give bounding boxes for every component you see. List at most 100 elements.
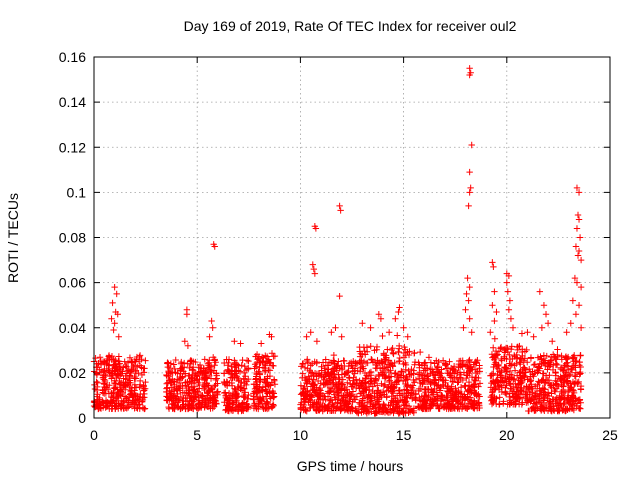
data-point (110, 326, 117, 334)
data-point (301, 398, 309, 405)
data-point (531, 370, 538, 377)
data-point (433, 389, 441, 396)
data-point (225, 368, 233, 376)
data-point (140, 383, 148, 390)
data-point (569, 297, 577, 304)
data-point (332, 375, 339, 382)
data-point (353, 409, 361, 416)
data-point (354, 367, 361, 375)
data-point (101, 380, 108, 388)
data-point (457, 374, 464, 382)
data-point (466, 168, 473, 176)
data-point (404, 348, 411, 356)
data-point (408, 366, 415, 373)
data-point (121, 358, 128, 365)
data-point (255, 395, 262, 403)
data-point (121, 393, 129, 400)
data-point (466, 356, 473, 364)
data-point (415, 359, 422, 366)
data-point (122, 386, 129, 393)
data-point (540, 370, 547, 377)
data-point (379, 332, 386, 340)
data-point (344, 369, 351, 376)
data-point (109, 367, 116, 374)
data-point (109, 299, 116, 307)
data-point (491, 288, 498, 295)
data-point (539, 395, 547, 403)
data-point (395, 358, 403, 365)
data-point (430, 391, 437, 398)
data-point (264, 399, 271, 406)
data-point (536, 365, 543, 372)
data-point (208, 317, 215, 325)
data-point (136, 405, 143, 412)
data-point (236, 368, 244, 375)
data-point (124, 359, 132, 366)
data-point (489, 259, 496, 266)
data-point (251, 365, 258, 372)
data-point (458, 400, 466, 408)
data-point (390, 385, 397, 392)
data-point (304, 356, 311, 363)
data-point (103, 399, 110, 407)
data-point (570, 362, 577, 369)
data-point (192, 358, 199, 366)
data-point (368, 355, 375, 363)
data-point (126, 354, 134, 361)
data-point (348, 362, 356, 369)
data-point (543, 352, 550, 360)
data-point (402, 405, 410, 412)
data-point (328, 396, 336, 404)
data-point (492, 353, 499, 361)
data-point (220, 370, 228, 377)
data-point (179, 389, 187, 396)
data-point (124, 367, 131, 375)
y-tick-label: 0.06 (59, 275, 86, 291)
data-point (412, 390, 419, 398)
data-point (190, 389, 197, 397)
data-point (297, 382, 305, 389)
data-point (533, 393, 541, 401)
data-point (410, 376, 417, 384)
data-point (353, 393, 361, 400)
data-point (256, 359, 263, 366)
data-point (510, 388, 518, 396)
data-point (367, 393, 375, 400)
data-point (435, 368, 442, 375)
data-point (387, 373, 395, 380)
data-point (112, 380, 119, 387)
data-point (428, 379, 436, 387)
x-tick-label: 20 (499, 427, 515, 443)
data-point (506, 401, 514, 408)
data-point (421, 359, 428, 366)
data-point (310, 381, 317, 388)
data-point (452, 368, 459, 375)
x-tick-label: 0 (90, 427, 98, 443)
data-point (135, 370, 142, 377)
data-point (553, 378, 561, 385)
data-point (172, 395, 179, 402)
data-point (497, 345, 504, 352)
data-point (552, 360, 560, 367)
data-point (498, 374, 506, 381)
data-point (114, 386, 121, 393)
data-point (179, 364, 186, 371)
data-point (328, 407, 335, 414)
data-point (380, 408, 387, 415)
data-point (508, 343, 515, 350)
data-point (374, 382, 381, 389)
data-point (164, 393, 171, 400)
data-point (567, 320, 574, 327)
data-point (238, 362, 245, 369)
data-point (569, 405, 576, 412)
data-point (431, 360, 438, 367)
data-point (174, 376, 181, 383)
data-point (111, 358, 118, 366)
data-point (171, 381, 178, 389)
data-point (368, 397, 375, 404)
data-point (341, 357, 348, 365)
data-point (341, 407, 348, 414)
data-point (134, 393, 141, 400)
data-point (211, 243, 218, 250)
data-point (364, 407, 371, 415)
